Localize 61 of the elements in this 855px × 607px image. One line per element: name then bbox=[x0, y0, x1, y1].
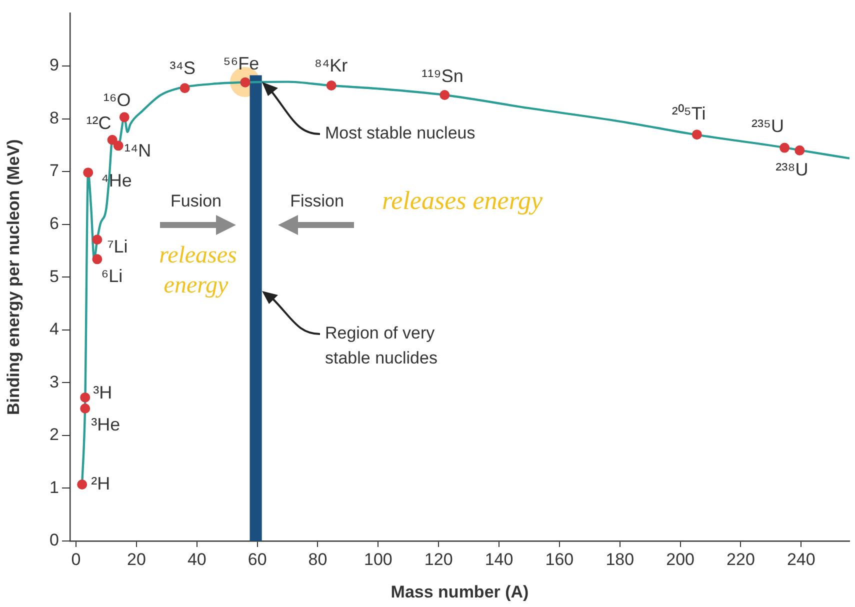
x-tick-label: 160 bbox=[545, 550, 574, 569]
x-tick-label: 120 bbox=[424, 550, 453, 569]
point bbox=[113, 140, 124, 151]
y-tick-label: 2 bbox=[50, 425, 59, 444]
point bbox=[692, 130, 702, 140]
point bbox=[780, 142, 790, 153]
point bbox=[119, 112, 130, 122]
x-tick-label: 0 bbox=[71, 550, 81, 569]
x-tick-label: 200 bbox=[666, 550, 694, 569]
y-axis-title: Binding energy per nucleon (MeV) bbox=[4, 139, 23, 416]
annotation: ⁵⁶Fe bbox=[223, 53, 260, 74]
annotation: releases energy bbox=[382, 186, 543, 215]
annotation: ⁶Li bbox=[101, 266, 123, 286]
annotation: Region of very stable nuclides bbox=[325, 324, 438, 368]
x-tick-label: 220 bbox=[726, 550, 755, 569]
point bbox=[80, 404, 90, 414]
y-tick-label: 0 bbox=[50, 530, 59, 550]
y-tick-label: 3 bbox=[50, 372, 59, 392]
x-axis-title: Mass number (A) bbox=[390, 582, 529, 602]
annotation: ²H bbox=[91, 473, 110, 494]
annotation: ¹²C bbox=[86, 112, 112, 133]
x-tick-label: 240 bbox=[786, 550, 816, 569]
y-tick-label: 6 bbox=[50, 214, 59, 234]
annotation: Fusion bbox=[170, 192, 222, 211]
point bbox=[80, 392, 90, 402]
y-tick-label: 5 bbox=[50, 266, 59, 286]
annotation: ²³⁵U bbox=[752, 116, 784, 136]
point bbox=[107, 134, 118, 145]
x-tick-label: 60 bbox=[248, 550, 267, 569]
x-tick-label: 80 bbox=[308, 550, 328, 569]
annotation: ¹⁴N bbox=[124, 140, 152, 161]
x-tick-label: 100 bbox=[364, 550, 392, 569]
y-tick-label: 4 bbox=[50, 320, 59, 339]
annotation: ³He bbox=[91, 414, 120, 434]
y-tick-label: 8 bbox=[50, 108, 59, 128]
point bbox=[180, 83, 190, 94]
point bbox=[83, 168, 94, 178]
x-tick-label: 40 bbox=[187, 550, 206, 569]
annotation: ¹¹⁹Sn bbox=[422, 66, 464, 86]
point bbox=[77, 480, 88, 490]
annotation: ³H bbox=[93, 382, 112, 402]
point bbox=[440, 90, 450, 100]
x-tick-label: 140 bbox=[484, 550, 514, 569]
x-tick-label: 20 bbox=[127, 550, 146, 569]
annotation: ¹⁶O bbox=[103, 90, 131, 110]
annotation: ³⁴S bbox=[170, 58, 196, 78]
y-tick-label: 7 bbox=[50, 161, 59, 180]
annotation: ⁷Li bbox=[107, 236, 128, 257]
point bbox=[92, 254, 102, 264]
y-tick-label: 1 bbox=[50, 478, 59, 497]
point bbox=[326, 80, 336, 91]
annotation: ²⁰⁵Ti bbox=[672, 104, 706, 124]
point bbox=[92, 234, 102, 245]
annotation: Fission bbox=[290, 192, 344, 211]
annotation: releases energy bbox=[159, 242, 237, 298]
y-tick-label: 9 bbox=[50, 56, 59, 75]
annotation: Most stable nucleus bbox=[325, 124, 476, 143]
point bbox=[794, 145, 805, 156]
x-tick-label: 180 bbox=[606, 550, 634, 569]
annotation: ²³⁸U bbox=[776, 159, 808, 180]
annotation: ⁸⁴Kr bbox=[314, 55, 348, 76]
